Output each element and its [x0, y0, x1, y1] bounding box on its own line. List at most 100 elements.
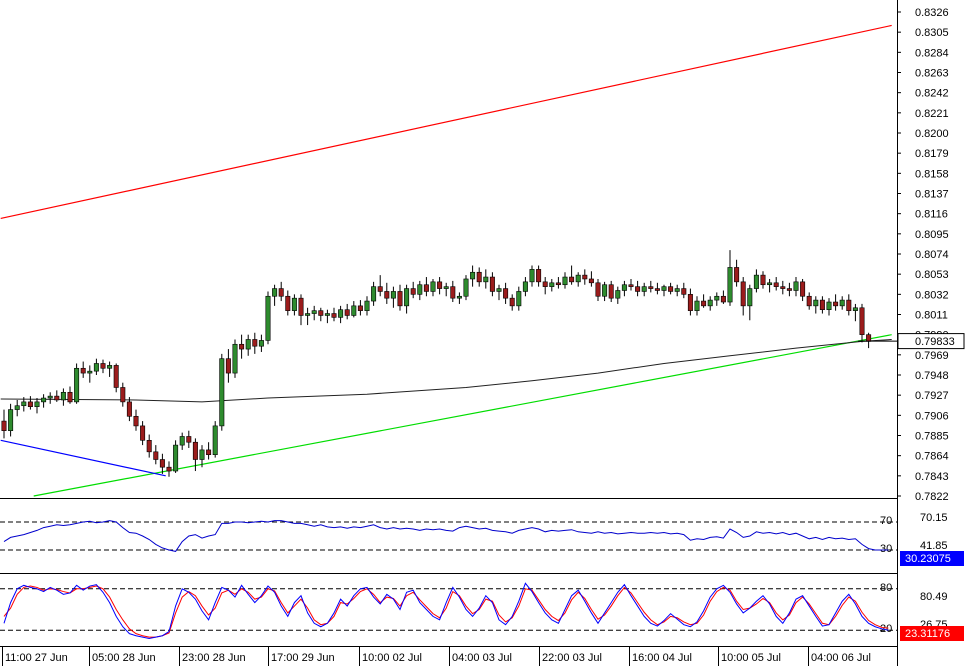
rsi-mid-label: 41.85: [920, 540, 948, 552]
candle: [390, 286, 396, 308]
candle: [107, 361, 113, 377]
candle: [252, 332, 258, 354]
candle: [100, 359, 106, 374]
candle: [503, 282, 509, 304]
candle: [575, 272, 581, 287]
candle: [8, 403, 14, 437]
time-tick-label: 17:00 29 Jun: [271, 652, 335, 664]
candle: [780, 280, 786, 295]
candle: [483, 269, 489, 289]
price-tick-label: 0.8242: [915, 88, 949, 100]
candle: [27, 396, 33, 410]
time-tick-label: 04:00 03 Jul: [452, 652, 512, 664]
candle: [588, 271, 594, 287]
price-tick-label: 0.8032: [915, 289, 949, 301]
candle: [674, 284, 680, 297]
price-tick-label: 0.7969: [915, 350, 949, 362]
candle: [417, 280, 423, 301]
candle: [549, 278, 555, 292]
candle: [34, 398, 40, 414]
candle: [311, 305, 317, 321]
candle: [628, 278, 634, 291]
candle: [687, 288, 693, 316]
stoch-level-80: 80: [880, 582, 892, 594]
candle: [404, 284, 410, 314]
candle: [786, 282, 792, 297]
candle: [536, 265, 542, 287]
candle: [641, 282, 647, 297]
candle: [522, 277, 528, 297]
candle: [54, 390, 60, 402]
candle: [760, 271, 766, 289]
price-tick-label: 0.8074: [915, 249, 949, 261]
candle: [93, 358, 99, 375]
candle: [654, 282, 660, 295]
candle: [450, 280, 456, 303]
trendline: [0, 24, 892, 220]
candle: [582, 269, 588, 285]
candle: [159, 453, 165, 474]
rsi-line: [3, 520, 889, 552]
rsi-panel: 70 30 70.15 41.85 30.23075: [0, 512, 964, 574]
time-tick-label: 04:00 06 Jul: [811, 652, 871, 664]
candle: [291, 294, 297, 316]
price-tick-label: 0.7948: [915, 370, 949, 382]
trendline: [0, 439, 166, 477]
candle: [740, 277, 746, 316]
rsi-upper-label: 70.15: [920, 512, 948, 524]
candle: [489, 272, 495, 297]
candle: [14, 399, 20, 417]
candle: [324, 309, 330, 324]
candle: [199, 445, 205, 468]
candle: [113, 363, 119, 393]
candle: [272, 284, 278, 306]
candle: [562, 272, 568, 289]
price-tick-label: 0.8326: [915, 7, 949, 19]
candle: [166, 461, 172, 477]
candle: [734, 259, 740, 287]
candle: [714, 292, 720, 306]
time-tick-label: 22:00 03 Jul: [542, 652, 602, 664]
candle: [516, 286, 522, 311]
candle: [542, 277, 548, 295]
price-tick-label: 0.8158: [915, 168, 949, 180]
candle: [793, 277, 799, 297]
stoch-current-box: [900, 626, 964, 641]
candle: [126, 397, 132, 422]
time-tick-label: 16:00 04 Jul: [632, 652, 692, 664]
candle: [338, 305, 344, 324]
candle: [668, 282, 674, 295]
candle: [192, 438, 198, 472]
price-tick-label: 0.7864: [915, 451, 949, 463]
candle: [384, 282, 390, 304]
stoch-k-line: [3, 582, 889, 639]
candle: [206, 442, 212, 460]
candle: [173, 440, 179, 473]
candle: [806, 292, 812, 310]
candle: [819, 296, 825, 314]
candle: [133, 409, 139, 431]
price-tick-label: 0.8053: [915, 269, 949, 281]
candle: [179, 432, 185, 450]
candle: [839, 296, 845, 310]
candle: [305, 307, 311, 326]
candlesticks: [1, 250, 872, 477]
candle: [859, 303, 865, 343]
stoch-level-20: 20: [880, 623, 892, 635]
price-tick-label: 0.8263: [915, 68, 949, 80]
stochastic-panel: 80 20 80.49 26.75 23.31176: [0, 582, 964, 647]
candle: [833, 294, 839, 311]
price-tick-label: 0.8137: [915, 189, 949, 201]
candle: [41, 394, 47, 408]
candle: [364, 296, 370, 316]
time-tick-label: 23:00 28 Jun: [182, 652, 246, 664]
price-tick-label: 0.8221: [915, 108, 949, 120]
candle: [681, 282, 687, 299]
candle: [701, 294, 707, 308]
candle: [80, 361, 86, 378]
candle: [852, 303, 858, 322]
candle: [747, 284, 753, 321]
candle: [232, 339, 238, 378]
candle: [67, 386, 73, 404]
candle: [463, 275, 469, 301]
